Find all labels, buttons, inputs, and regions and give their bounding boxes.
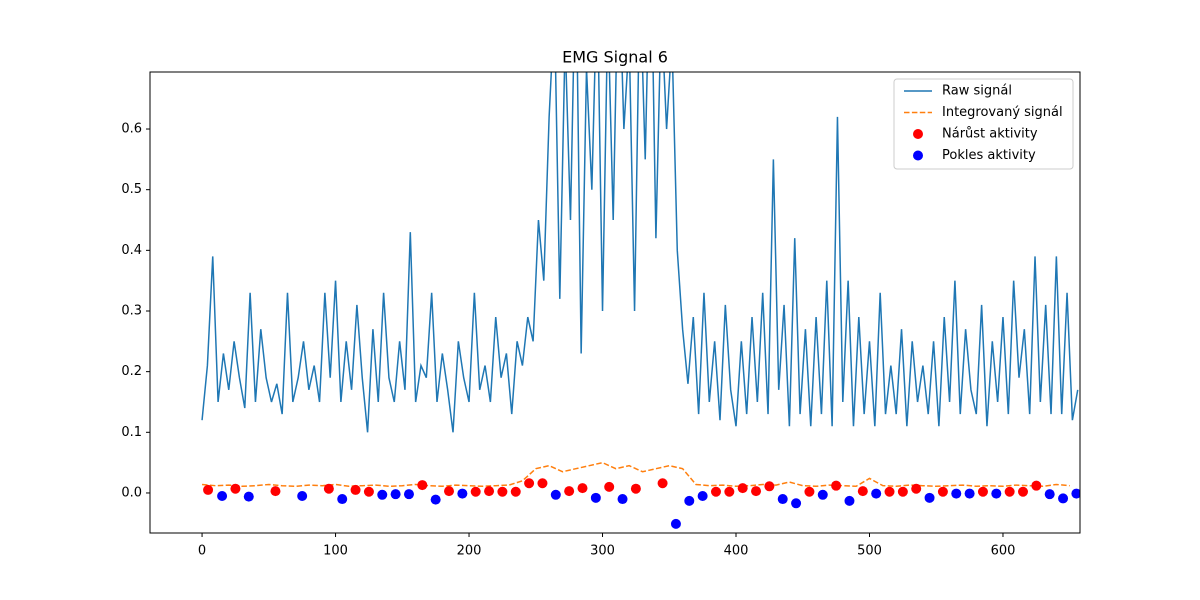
marker: [550, 489, 561, 500]
marker: [630, 483, 641, 494]
marker: [831, 480, 842, 491]
marker: [390, 489, 401, 500]
marker: [1031, 480, 1042, 491]
marker: [884, 486, 895, 497]
marker: [937, 486, 948, 497]
legend-label: Pokles aktivity: [942, 148, 1036, 163]
marker: [217, 490, 228, 501]
marker: [1058, 493, 1069, 504]
marker: [524, 478, 535, 489]
y-tick-label: 0.5: [121, 182, 142, 197]
marker: [484, 486, 495, 497]
axes-frame: [149, 71, 1081, 534]
y-tick-label: 0.3: [121, 303, 142, 318]
marker: [897, 486, 908, 497]
marker: [791, 498, 802, 509]
y-tick-label: 0.0: [121, 485, 142, 500]
marker: [737, 483, 748, 494]
marker: [684, 495, 695, 506]
x-tick-label: 500: [857, 544, 882, 559]
legend-label: Raw signál: [942, 84, 1012, 99]
marker: [804, 486, 815, 497]
marker: [430, 494, 441, 505]
marker: [844, 495, 855, 506]
marker: [657, 478, 668, 489]
marker: [724, 486, 735, 497]
marker: [1071, 488, 1080, 499]
marker: [604, 481, 615, 492]
marker: [1044, 489, 1055, 500]
marker: [577, 483, 588, 494]
x-tick-label: 400: [724, 544, 749, 559]
y-tick-label: 0.6: [121, 122, 142, 137]
marker: [377, 489, 388, 500]
marker: [363, 486, 374, 497]
marker: [337, 494, 348, 505]
marker: [871, 488, 882, 499]
marker: [617, 494, 628, 505]
legend-marker: [913, 150, 923, 161]
x-tick-label: 300: [590, 544, 615, 559]
marker: [951, 488, 962, 499]
marker: [497, 486, 508, 497]
marker: [203, 484, 214, 495]
marker: [270, 486, 281, 497]
marker: [323, 483, 334, 494]
marker: [297, 490, 308, 501]
legend-box: [893, 78, 1074, 170]
marker: [977, 486, 988, 497]
legend-label: Integrovaný signál: [942, 105, 1063, 120]
marker: [911, 483, 922, 494]
x-tick-label: 200: [457, 544, 482, 559]
marker: [751, 486, 762, 497]
marker: [697, 490, 708, 501]
plot-area: [201, 72, 1080, 529]
marker: [1018, 486, 1029, 497]
y-tick-label: 0.1: [121, 425, 142, 440]
marker: [857, 486, 868, 497]
marker: [964, 488, 975, 499]
marker: [710, 486, 721, 497]
marker: [670, 518, 681, 529]
y-tick-label: 0.4: [121, 243, 142, 258]
marker: [417, 480, 428, 491]
x-tick-label: 0: [198, 544, 206, 559]
marker: [1004, 486, 1015, 497]
marker: [470, 486, 481, 497]
y-tick-label: 0.2: [121, 364, 142, 379]
marker: [243, 491, 254, 502]
series-line: [201, 461, 1070, 488]
marker: [991, 488, 1002, 499]
legend-marker: [913, 129, 923, 139]
marker: [230, 483, 241, 494]
marker: [924, 492, 935, 503]
legend-label: Nárůst aktivity: [942, 127, 1038, 142]
marker: [350, 484, 361, 495]
x-tick-label: 100: [323, 544, 348, 559]
marker: [457, 488, 468, 499]
marker: [444, 486, 455, 497]
marker: [590, 492, 601, 503]
marker: [564, 486, 575, 497]
marker: [510, 486, 521, 497]
marker: [777, 494, 788, 505]
chart-title: EMG Signal 6: [562, 48, 668, 67]
marker: [764, 481, 775, 492]
series-line: [201, 72, 1079, 433]
marker: [403, 489, 414, 500]
marker: [537, 478, 548, 489]
x-tick-label: 600: [991, 544, 1016, 559]
marker: [817, 489, 828, 500]
